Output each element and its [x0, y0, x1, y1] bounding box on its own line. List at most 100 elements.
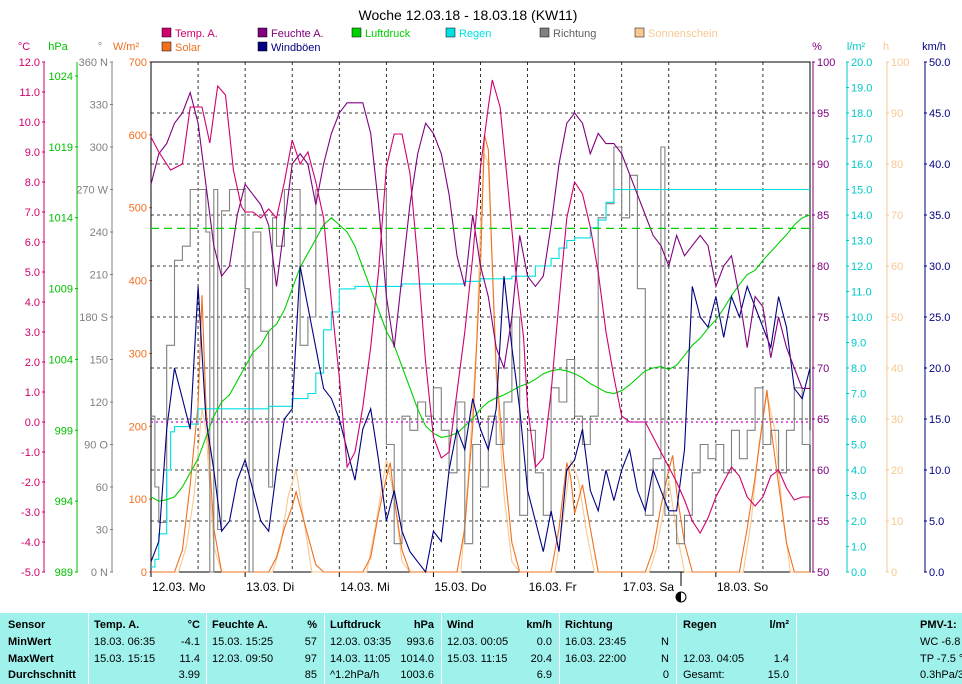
rain-tick-label: 0.0 [851, 567, 866, 579]
legend-label: Windböen [271, 42, 321, 54]
legend-swatch [445, 27, 456, 38]
x-day-label: 14.03. Mi [340, 580, 389, 594]
solar-tick-label: 300 [129, 348, 147, 360]
legend-label: Regen [459, 28, 491, 40]
legend-swatch [539, 27, 550, 38]
pressure-trend: ^1.2hPa/h [330, 669, 380, 681]
temp-avg-value: 3.99 [178, 669, 200, 681]
wind-min-value: 0.0 [536, 636, 552, 648]
rain-tick-label: 7.0 [851, 389, 866, 401]
x-day-label: 17.03. Sa [623, 580, 675, 594]
rain-tick-label: 19.0 [851, 83, 872, 95]
wind-tick-label: 30.0 [929, 261, 950, 273]
humidity-tick-label: 100 [817, 57, 835, 69]
temp-tick-label: -1.0 [21, 447, 40, 459]
wind-max-value: 20.4 [530, 653, 552, 665]
chart-title: Woche 12.03.18 - 18.03.18 (KW11) [359, 7, 578, 23]
pmv-header: PMV-1: [920, 619, 957, 631]
stats-sensor-col: Sensor MinWert MaxWert Durchschnitt [8, 613, 86, 684]
rain-tick-label: 2.0 [851, 516, 866, 528]
direction-max-time: 16.03. 22:00 [565, 653, 627, 665]
wind-tick-label: 15.0 [929, 414, 950, 426]
direction-tick-label: 30 [96, 525, 108, 537]
direction-tick-label: 270 W [76, 185, 108, 197]
sun-tick-label: 0 [891, 567, 897, 579]
sun-tick-label: 90 [891, 108, 903, 120]
pressure-min-time: 12.03. 03:35 [330, 636, 392, 648]
solar-tick-label: 200 [129, 421, 147, 433]
direction-tick-label: 360 N [79, 57, 108, 69]
temp-tick-label: 8.0 [25, 177, 40, 189]
stats-table: Sensor MinWert MaxWert Durchschnitt Temp… [0, 613, 962, 684]
pmv-row-2: TP -7.5 ° [920, 653, 962, 665]
rain-header: Regen [683, 619, 717, 631]
temp-tick-label: -3.0 [21, 507, 40, 519]
temp-tick-label: 10.0 [19, 117, 40, 129]
legend-label: Luftdruck [365, 28, 411, 40]
direction-min-time: 16.03. 23:45 [565, 636, 627, 648]
rain-tick-label: 11.0 [851, 287, 872, 299]
temp-tick-label: 12.0 [19, 57, 40, 69]
series-line-regen [151, 188, 810, 568]
rain-tick-label: 9.0 [851, 338, 866, 350]
pressure-header: Luftdruck [330, 619, 381, 631]
rain-tick-label: 12.0 [851, 261, 872, 273]
temp-min-value: -4.1 [181, 636, 200, 648]
temp-tick-label: 3.0 [25, 327, 40, 339]
legend-label: Temp. A. [175, 28, 218, 40]
temp-tick-label: 11.0 [19, 87, 40, 99]
weather-chart: Woche 12.03.18 - 18.03.18 (KW11) Temp. A… [18, 7, 950, 603]
sun-tick-label: 30 [891, 414, 903, 426]
temp-min-time: 18.03. 06:35 [94, 636, 156, 648]
series-lines [150, 79, 811, 574]
rain-tick-label: 17.0 [851, 134, 872, 146]
sun-tick-label: 80 [891, 159, 903, 171]
temp-unit-label: °C [18, 41, 30, 53]
x-day-label: 16.03. Fr [529, 580, 577, 594]
humidity-min-time: 15.03. 15:25 [212, 636, 274, 648]
direction-unit-label: ° [98, 41, 102, 53]
wind-tick-label: 20.0 [929, 363, 950, 375]
legend-label: Richtung [553, 28, 596, 40]
pressure-tick-label: 1009 [49, 284, 73, 296]
humidity-tick-label: 70 [817, 363, 829, 375]
temp-max-time: 15.03. 15:15 [94, 653, 156, 665]
humidity-unit-label: % [812, 41, 822, 53]
rain-tick-label: 4.0 [851, 465, 866, 477]
stats-pmv-col: PMV-1: WC -6.8 TP -7.5 ° 0.3hPa/3 [918, 613, 962, 684]
legend: Temp. A. Feuchte A. Luftdruck Regen Richtung… [161, 27, 718, 54]
direction-max-value: N [661, 653, 669, 665]
temp-tick-label: 6.0 [25, 237, 40, 249]
wind-tick-label: 0.0 [929, 567, 944, 579]
sun-tick-label: 60 [891, 261, 903, 273]
rain-tick-label: 15.0 [851, 185, 872, 197]
temp-tick-label: 5.0 [25, 267, 40, 279]
stats-temp-col: Temp. A. °C 18.03. 06:35 -4.1 15.03. 15:… [94, 613, 200, 684]
series-line-sonnenschein [151, 153, 810, 573]
wind-tick-label: 40.0 [929, 159, 950, 171]
sensor-header: Sensor [8, 619, 46, 631]
temp-tick-label: 2.0 [25, 357, 40, 369]
humidity-tick-label: 75 [817, 312, 829, 324]
x-day-label: 18.03. So [717, 580, 769, 594]
wind-min-time: 12.03. 00:05 [447, 636, 509, 648]
row-label-avg: Durchschnitt [8, 669, 76, 681]
pressure-tick-label: 1024 [49, 71, 73, 83]
wind-max-time: 15.03. 11:15 [447, 653, 508, 665]
pressure-tick-label: 1004 [49, 354, 73, 366]
rain-tick-label: 1.0 [851, 542, 866, 554]
humidity-avg-value: 85 [304, 669, 317, 681]
rain-unit: l/m² [769, 619, 789, 631]
pressure-min-value: 993.6 [406, 636, 434, 648]
rain-max-value: 1.4 [773, 653, 789, 665]
temp-tick-label: -2.0 [21, 477, 40, 489]
sun-tick-label: 40 [891, 363, 903, 375]
sun-tick-label: 50 [891, 312, 903, 324]
sun-tick-label: 10 [891, 516, 903, 528]
humidity-max-value: 97 [304, 653, 317, 665]
series-line-temp-a- [150, 79, 810, 535]
pressure-tick-label: 999 [55, 425, 73, 437]
wind-tick-label: 10.0 [929, 465, 950, 477]
direction-tick-label: 150 [90, 355, 108, 367]
rain-tick-label: 18.0 [851, 108, 872, 120]
